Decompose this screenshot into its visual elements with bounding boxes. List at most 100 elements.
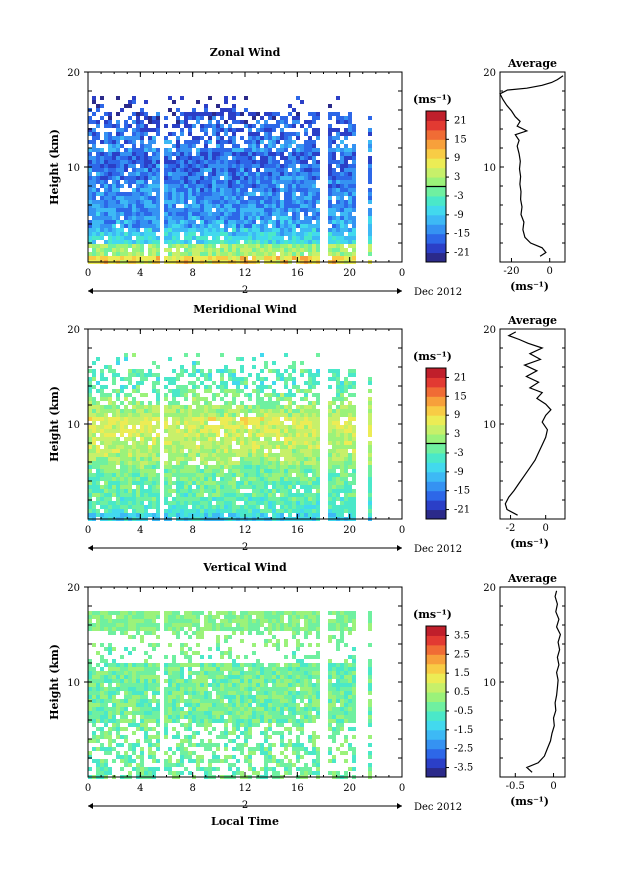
date-axis-arrow-right bbox=[397, 803, 402, 809]
colorbar-segment bbox=[426, 692, 446, 702]
colorbar-tick-label: 0.5 bbox=[454, 687, 470, 698]
date-tick-label: 2 bbox=[242, 542, 248, 553]
colorbar-tick-label: -1.5 bbox=[454, 725, 473, 736]
colorbar-segment bbox=[426, 252, 446, 263]
x-tick-label: 0 bbox=[85, 525, 91, 536]
colorbar-tick-label: 15 bbox=[454, 134, 467, 145]
profile-title: Average bbox=[507, 314, 557, 327]
colorbar-segment bbox=[426, 509, 446, 520]
profile-frame bbox=[499, 71, 566, 263]
panel-title: Meridional Wind bbox=[193, 303, 297, 316]
colorbar-segment bbox=[426, 490, 446, 501]
profile-x-axis-label: (ms⁻¹) bbox=[510, 280, 549, 293]
panel-title: Vertical Wind bbox=[202, 561, 287, 574]
x-tick-label: 0 bbox=[85, 268, 91, 279]
colorbar-segment bbox=[426, 481, 446, 492]
x-tick-label: 8 bbox=[189, 525, 195, 536]
colorbar-segment bbox=[426, 635, 446, 646]
colorbar-tick-label: 2.5 bbox=[454, 649, 470, 660]
colorbar-segment bbox=[426, 434, 446, 444]
average-profile: Average 20 10 -0.5 0(ms⁻¹) bbox=[483, 572, 566, 808]
x-tick-label: 8 bbox=[189, 783, 195, 794]
colorbar-tick-label: -3 bbox=[454, 448, 464, 459]
colorbar-segment bbox=[426, 214, 446, 225]
colorbar-segment bbox=[426, 443, 446, 454]
colorbar-segment bbox=[426, 471, 446, 482]
colorbar-tick-label: 3 bbox=[454, 172, 460, 183]
x-tick-label: 4 bbox=[137, 783, 143, 794]
colorbar-tick-label: -21 bbox=[454, 248, 470, 259]
colorbar-frame bbox=[425, 625, 447, 778]
colorbar-segment bbox=[426, 748, 446, 759]
colorbar-unit-label: (ms⁻¹) bbox=[413, 93, 452, 106]
colorbar-segment bbox=[426, 111, 446, 121]
colorbar-tick-label: 3.5 bbox=[454, 630, 470, 641]
colorbar-tick-label: -0.5 bbox=[454, 706, 473, 717]
panel-title: Zonal Wind bbox=[210, 46, 281, 59]
month-label: Dec 2012 bbox=[414, 287, 462, 298]
date-tick-label: 2 bbox=[242, 285, 248, 296]
colorbar-tick-label: 15 bbox=[454, 391, 467, 402]
colorbar-segment bbox=[426, 729, 446, 740]
heatmap-cells bbox=[88, 96, 372, 264]
date-axis-arrow-left bbox=[88, 803, 93, 809]
colorbar-segment bbox=[426, 167, 446, 178]
profile-y-tick-label: 10 bbox=[483, 678, 496, 689]
profile-line bbox=[504, 331, 552, 516]
colorbar-tick-label: 3 bbox=[454, 429, 460, 440]
x-tick-label: 0 bbox=[399, 783, 405, 794]
profile-x-axis-label: (ms⁻¹) bbox=[510, 537, 549, 550]
colorbar-segment bbox=[426, 405, 446, 416]
colorbar-tick-label: 21 bbox=[454, 372, 467, 383]
colorbar-unit-label: (ms⁻¹) bbox=[413, 608, 452, 621]
profile-frame bbox=[499, 586, 566, 778]
y-tick-label: 20 bbox=[67, 583, 80, 594]
x-tick-label: 16 bbox=[291, 268, 304, 279]
colorbar-segment bbox=[426, 205, 446, 216]
colorbar-segment bbox=[426, 654, 446, 665]
colorbar-segment bbox=[426, 500, 446, 511]
colorbar-segment bbox=[426, 120, 446, 131]
y-tick-label: 10 bbox=[67, 420, 80, 431]
colorbar-segment bbox=[426, 129, 446, 140]
date-axis-arrow-left bbox=[88, 288, 93, 294]
colorbar-segment bbox=[426, 424, 446, 435]
colorbar-segment bbox=[426, 710, 446, 721]
x-tick-label: 12 bbox=[239, 268, 252, 279]
colorbar-segment bbox=[426, 224, 446, 235]
x-tick-label: 20 bbox=[343, 525, 356, 536]
colorbar-segment bbox=[426, 673, 446, 684]
colorbar-segment bbox=[426, 368, 446, 378]
x-tick-label: 12 bbox=[239, 525, 252, 536]
colorbar-segment bbox=[426, 767, 446, 778]
profile-title: Average bbox=[507, 57, 557, 70]
y-tick-label: 10 bbox=[67, 678, 80, 689]
colorbar-segment bbox=[426, 682, 446, 693]
colorbar-segment bbox=[426, 177, 446, 187]
x-tick-label: 8 bbox=[189, 268, 195, 279]
colorbar-tick-label: 9 bbox=[454, 410, 460, 421]
x-tick-label: 0 bbox=[399, 525, 405, 536]
profile-y-tick-label: 20 bbox=[483, 583, 496, 594]
colorbar-tick-label: -3.5 bbox=[454, 763, 473, 774]
y-tick-label: 20 bbox=[67, 325, 80, 336]
date-axis-arrow-right bbox=[397, 545, 402, 551]
heatmap-cells bbox=[88, 353, 372, 521]
colorbar-segment bbox=[426, 195, 446, 206]
colorbar-tick-label: -15 bbox=[454, 486, 470, 497]
profile-line bbox=[525, 590, 562, 773]
colorbar-segment bbox=[426, 386, 446, 397]
profile-x-axis-label: (ms⁻¹) bbox=[510, 795, 549, 808]
x-tick-label: 16 bbox=[291, 525, 304, 536]
x-tick-label: 0 bbox=[85, 783, 91, 794]
y-axis-label: Height (km) bbox=[48, 129, 61, 205]
x-tick-label: 20 bbox=[343, 783, 356, 794]
colorbar-segment bbox=[426, 663, 446, 674]
colorbar-segment bbox=[426, 148, 446, 159]
average-profile: Average 20 10 -2 0 (ms⁻¹) bbox=[483, 314, 566, 550]
profile-y-tick-label: 20 bbox=[483, 68, 496, 79]
profile-x-tick-label: 0 bbox=[550, 781, 556, 792]
heatmap-cells bbox=[88, 611, 372, 779]
colorbar-tick-label: -9 bbox=[454, 467, 464, 478]
